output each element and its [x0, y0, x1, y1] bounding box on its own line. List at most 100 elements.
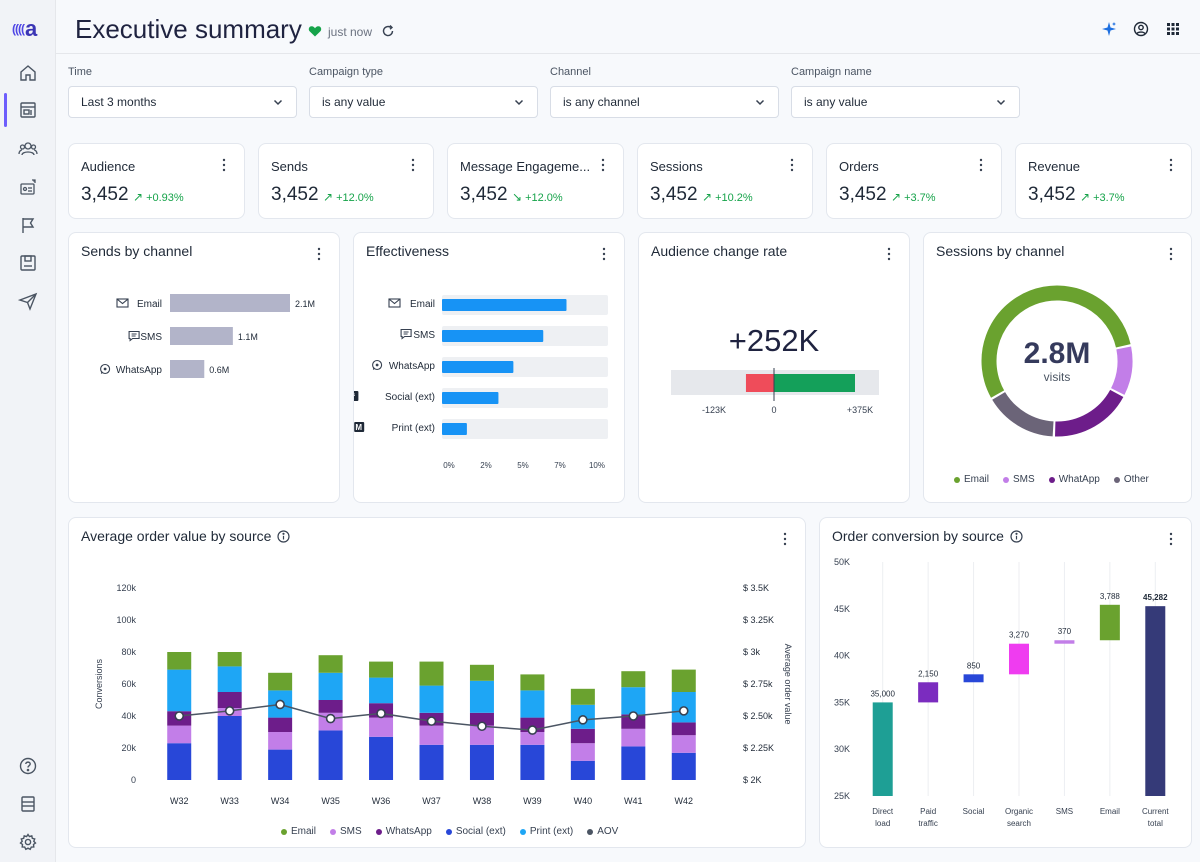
bar[interactable] — [170, 327, 233, 345]
bar-segment[interactable] — [217, 692, 242, 708]
legend-item[interactable]: WhatApp — [1048, 474, 1100, 485]
waterfall-bar[interactable] — [872, 702, 893, 796]
kpi-card[interactable]: Sessions 3,452 ↗ +10.2% — [637, 143, 813, 219]
legend-item[interactable]: Email — [954, 474, 989, 485]
aov-point[interactable] — [325, 713, 336, 724]
legend-item[interactable]: AOV — [587, 826, 618, 837]
nav-users[interactable] — [0, 132, 56, 166]
waterfall-bar[interactable] — [963, 674, 984, 683]
aov-point[interactable] — [376, 708, 386, 719]
bar-segment[interactable] — [369, 736, 394, 780]
bar-segment[interactable] — [369, 661, 394, 678]
bar-segment[interactable] — [217, 652, 242, 667]
aov-point[interactable] — [426, 716, 437, 726]
nav-dashboard[interactable] — [0, 93, 56, 127]
pie-slice[interactable] — [1055, 389, 1124, 437]
bar[interactable] — [442, 423, 467, 435]
bar-segment[interactable] — [621, 671, 646, 688]
more-options-icon[interactable] — [887, 247, 891, 261]
kpi-card[interactable]: Message Engageme... 3,452 ↘ +12.0% — [447, 143, 624, 219]
campaign-type-select[interactable]: is any value — [309, 86, 538, 118]
bar-segment[interactable] — [419, 725, 444, 745]
bar-segment[interactable] — [167, 669, 192, 712]
more-options-icon[interactable] — [411, 158, 415, 172]
waterfall-bar[interactable] — [1054, 640, 1075, 644]
kpi-card[interactable]: Sends 3,452 ↗ +12.0% — [258, 143, 434, 219]
aov-point[interactable] — [224, 706, 235, 716]
bar-segment[interactable] — [217, 716, 242, 780]
pie-slice[interactable] — [981, 285, 1131, 398]
nav-send[interactable] — [0, 284, 56, 318]
info-icon[interactable] — [1010, 530, 1023, 543]
bar[interactable] — [442, 330, 544, 342]
more-options-icon[interactable] — [601, 158, 605, 172]
bar[interactable] — [442, 361, 514, 373]
bar-segment[interactable] — [520, 674, 545, 691]
profile-icon[interactable] — [1133, 21, 1149, 37]
bar-segment[interactable] — [419, 661, 444, 686]
bar-segment[interactable] — [318, 700, 343, 713]
legend-item[interactable]: Print (ext) — [519, 826, 573, 837]
kpi-card[interactable]: Revenue 3,452 ↗ +3.7% — [1015, 143, 1192, 219]
bar-segment[interactable] — [671, 752, 696, 780]
more-options-icon[interactable] — [1169, 247, 1173, 261]
pie-slice[interactable] — [1110, 346, 1133, 395]
waterfall-bar[interactable] — [918, 682, 939, 703]
bar-segment[interactable] — [419, 685, 444, 713]
kpi-card[interactable]: Audience 3,452 ↗ +0.93% — [68, 143, 245, 219]
bar-segment[interactable] — [469, 664, 494, 681]
positive-bar[interactable] — [774, 374, 855, 392]
more-options-icon[interactable] — [317, 247, 321, 261]
bar-segment[interactable] — [318, 730, 343, 780]
more-options-icon[interactable] — [1169, 532, 1173, 546]
bar-segment[interactable] — [520, 732, 545, 745]
bar-segment[interactable] — [621, 746, 646, 780]
nav-home[interactable] — [0, 56, 56, 90]
bar[interactable] — [170, 360, 205, 378]
bar-segment[interactable] — [621, 687, 646, 715]
bar[interactable] — [170, 294, 290, 312]
aov-point[interactable] — [628, 711, 639, 721]
bar-segment[interactable] — [621, 714, 646, 729]
bar-segment[interactable] — [570, 688, 595, 705]
aov-point[interactable] — [678, 706, 689, 716]
bar-segment[interactable] — [369, 717, 394, 737]
bar-segment[interactable] — [570, 728, 595, 744]
aov-point[interactable] — [275, 699, 285, 710]
bar-segment[interactable] — [469, 725, 494, 745]
refresh-icon[interactable] — [381, 24, 395, 38]
negative-bar[interactable] — [745, 374, 774, 392]
bar[interactable] — [442, 299, 567, 311]
bar-segment[interactable] — [318, 655, 343, 673]
bar-segment[interactable] — [671, 735, 696, 753]
nav-settings[interactable] — [0, 825, 56, 859]
bar-segment[interactable] — [268, 732, 293, 750]
bar[interactable] — [442, 392, 499, 404]
bar-segment[interactable] — [621, 728, 646, 747]
aov-point[interactable] — [477, 721, 487, 732]
legend-item[interactable]: SMS — [330, 826, 362, 837]
more-options-icon[interactable] — [790, 158, 794, 172]
channel-select[interactable]: is any channel — [550, 86, 779, 118]
bar-segment[interactable] — [419, 744, 444, 780]
more-options-icon[interactable] — [783, 532, 787, 546]
info-icon[interactable] — [277, 530, 291, 543]
waterfall-bar[interactable] — [1009, 643, 1029, 675]
bar-segment[interactable] — [671, 669, 696, 692]
nav-flags[interactable] — [0, 208, 56, 242]
more-options-icon[interactable] — [1169, 158, 1173, 172]
bar-segment[interactable] — [167, 652, 192, 670]
legend-item[interactable]: Email — [281, 826, 316, 837]
apps-grid-icon[interactable] — [1165, 21, 1181, 37]
legend-item[interactable]: WhatsApp — [375, 826, 432, 837]
bar-segment[interactable] — [469, 744, 494, 780]
nav-campaigns[interactable] — [0, 170, 56, 204]
bar-segment[interactable] — [167, 725, 192, 744]
kpi-card[interactable]: Orders 3,452 ↗ +3.7% — [826, 143, 1002, 219]
sparkle-icon[interactable] — [1101, 21, 1117, 37]
legend-item[interactable]: SMS — [1003, 474, 1035, 485]
nav-list[interactable] — [0, 787, 56, 821]
bar-segment[interactable] — [520, 690, 545, 718]
bar-segment[interactable] — [469, 712, 494, 726]
waterfall-bar[interactable] — [1145, 606, 1166, 796]
